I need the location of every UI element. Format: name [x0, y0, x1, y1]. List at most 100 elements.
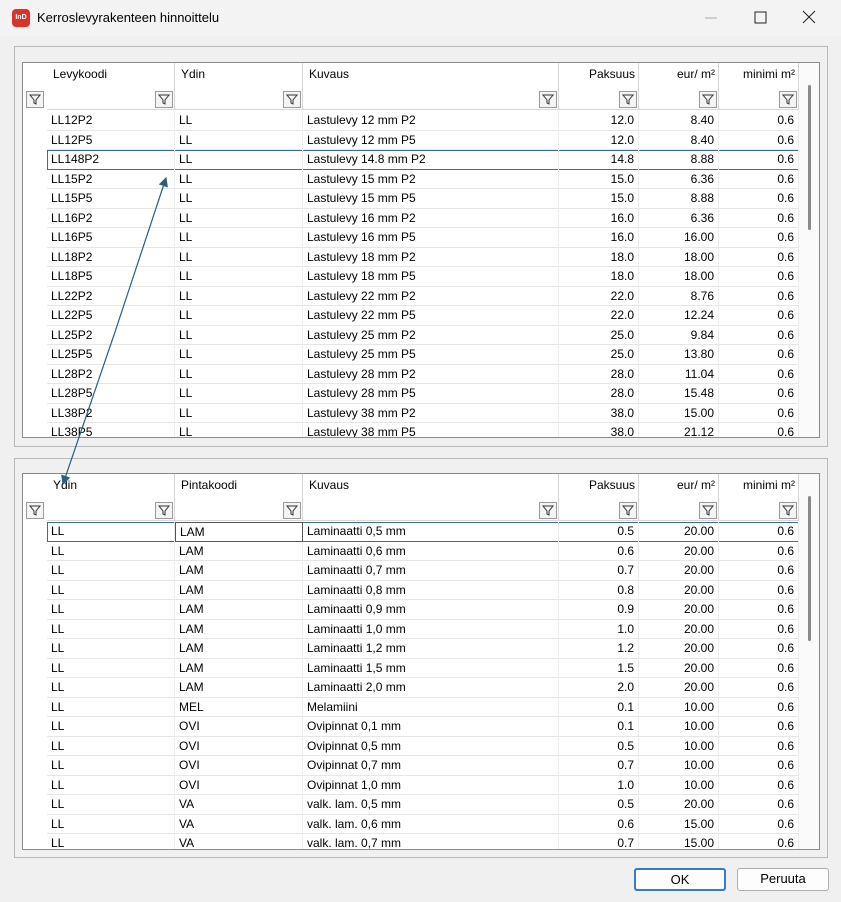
filter-button[interactable]: [155, 91, 173, 108]
table-cell: 0.5: [559, 522, 639, 542]
table-cell: 20.00: [639, 658, 719, 678]
table-cell: LL: [175, 208, 303, 228]
table-cell: 0.6: [719, 267, 799, 287]
table-cell: LL15P5: [47, 189, 175, 209]
table-cell: 0.6: [719, 717, 799, 737]
table-cell: Lastulevy 15 mm P5: [303, 189, 559, 209]
filter-button[interactable]: [539, 502, 557, 519]
table-cell: 14.8: [559, 150, 639, 170]
filter-button[interactable]: [26, 91, 44, 108]
table-cell: 0.9: [559, 600, 639, 620]
table-row: [47, 698, 799, 717]
table-cell: Ovipinnat 0,1 mm: [303, 717, 559, 737]
filter-button[interactable]: [539, 91, 557, 108]
table-cell: LL: [47, 580, 175, 600]
column-header: [175, 474, 303, 521]
table-cell: 20.00: [639, 561, 719, 581]
window-controls: [705, 10, 816, 24]
column-title: Kuvaus: [309, 67, 350, 81]
table-cell: Lastulevy 25 mm P5: [303, 345, 559, 365]
table-row: [47, 345, 799, 365]
table-cell: LL: [47, 697, 175, 717]
column-title: Pintakoodi: [181, 478, 238, 492]
table-row: [47, 717, 799, 737]
table-cell: LL: [175, 130, 303, 150]
table-cell: 0.5: [559, 795, 639, 815]
table-cell: valk. lam. 0,7 mm: [303, 834, 559, 849]
table-cell: 0.6: [719, 678, 799, 698]
table-cell: 15.48: [639, 384, 719, 404]
table-cell: 12.24: [639, 306, 719, 326]
table-cell: LL: [175, 286, 303, 306]
table-cell: 0.6: [719, 639, 799, 659]
filter-button[interactable]: [699, 91, 717, 108]
table-cell: OVI: [175, 736, 303, 756]
table-cell: LL: [47, 736, 175, 756]
table-cell: LL: [47, 639, 175, 659]
table-cell: Lastulevy 25 mm P2: [303, 325, 559, 345]
table-row: [47, 384, 799, 404]
table-cell: Ovipinnat 1,0 mm: [303, 775, 559, 795]
table-cell: Lastulevy 15 mm P2: [303, 169, 559, 189]
table-cell: 18.00: [639, 247, 719, 267]
table-cell: 0.7: [559, 834, 639, 849]
table-cell: LL16P5: [47, 228, 175, 248]
filter-button[interactable]: [699, 502, 717, 519]
table-cell: 1.2: [559, 639, 639, 659]
table-cell: 15.00: [639, 834, 719, 849]
table-cell: LL38P5: [47, 423, 175, 437]
table-cell: 16.0: [559, 208, 639, 228]
table-cell: LL: [47, 795, 175, 815]
table-cell: 0.6: [719, 111, 799, 131]
table-cell: LL: [175, 150, 303, 170]
filter-button[interactable]: [26, 502, 44, 519]
table-cell: Laminaatti 0,6 mm: [303, 541, 559, 561]
table-row: [47, 639, 799, 659]
table-cell: LL148P2: [47, 150, 175, 170]
table-cell: 20.00: [639, 600, 719, 620]
table-cell: LL38P2: [47, 403, 175, 423]
scroll-thumb[interactable]: [808, 85, 811, 230]
table-cell: 0.6: [719, 619, 799, 639]
maximize[interactable]: [754, 11, 767, 24]
table-cell: valk. lam. 0,6 mm: [303, 814, 559, 834]
table-cell: 0.6: [559, 541, 639, 561]
scroll-thumb[interactable]: [808, 496, 811, 641]
table-cell: 0.6: [719, 423, 799, 437]
column-title: eur/ m²: [676, 478, 715, 492]
table-cell: Lastulevy 12 mm P5: [303, 130, 559, 150]
table-cell: 8.40: [639, 130, 719, 150]
table-cell: 0.6: [719, 247, 799, 267]
table-cell: LAM: [175, 561, 303, 581]
filter-button[interactable]: [283, 91, 301, 108]
table-cell: 18.0: [559, 267, 639, 287]
table-cell: 10.00: [639, 736, 719, 756]
table-row: [47, 678, 799, 698]
table-cell: 0.6: [719, 756, 799, 776]
cancel-button[interactable]: Peruuta: [737, 868, 829, 891]
table-cell: 0.6: [719, 580, 799, 600]
column-title: Ydin: [53, 478, 78, 492]
filter-button[interactable]: [619, 91, 637, 108]
ok-button[interactable]: OK: [634, 868, 726, 891]
table-row: [47, 659, 799, 678]
table-cell: LL15P2: [47, 169, 175, 189]
filter-button[interactable]: [779, 91, 797, 108]
table-row: [47, 581, 799, 600]
table-cell: Laminaatti 1,5 mm: [303, 658, 559, 678]
filter-button[interactable]: [283, 502, 301, 519]
filter-button[interactable]: [155, 502, 173, 519]
column-header: [47, 63, 175, 110]
table-cell: Laminaatti 0,5 mm: [303, 522, 559, 542]
table-cell: LL: [175, 423, 303, 437]
table-row: [47, 189, 799, 209]
filter-button[interactable]: [619, 502, 637, 519]
table-cell: LL: [175, 189, 303, 209]
table-cell: 8.76: [639, 286, 719, 306]
table-cell: 10.00: [639, 775, 719, 795]
table-cell: 0.6: [719, 228, 799, 248]
filter-button[interactable]: [779, 502, 797, 519]
close[interactable]: [802, 10, 816, 24]
table-cell: 0.7: [559, 756, 639, 776]
